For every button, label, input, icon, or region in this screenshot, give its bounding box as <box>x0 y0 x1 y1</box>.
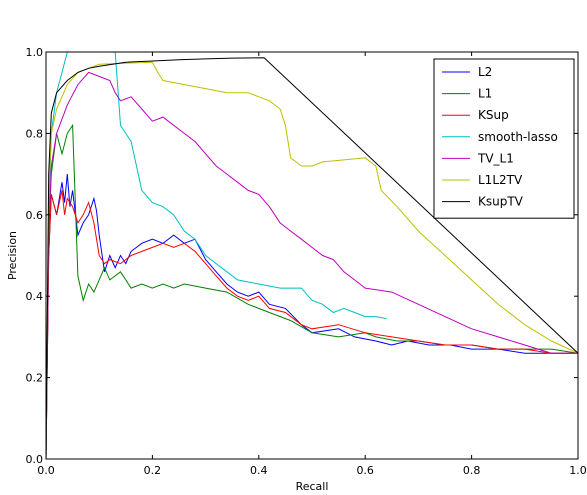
y-tick-label: 1.0 <box>26 46 44 59</box>
legend-label: KSup <box>478 108 509 122</box>
series-line-l2 <box>46 174 578 459</box>
y-tick-label: 0.4 <box>26 290 44 303</box>
plot-lines <box>46 52 578 459</box>
y-tick-label: 0.8 <box>26 127 44 140</box>
x-tick-label: 0.8 <box>463 464 481 477</box>
legend: L2 L1 KSup smooth-lasso TV_L1 L1L2TV KsupTV <box>433 58 575 219</box>
x-axis-label: Recall <box>296 480 329 493</box>
x-tick-label: 0.4 <box>250 464 268 477</box>
x-tick-label: 1.0 <box>569 464 587 477</box>
x-tick-label: 0.0 <box>37 464 55 477</box>
x-tick-label: 0.6 <box>356 464 374 477</box>
y-tick-label: 0.0 <box>26 453 44 466</box>
legend-label: L1 <box>478 87 492 101</box>
y-tick-label: 0.2 <box>26 372 44 385</box>
x-tick-label: 0.2 <box>144 464 162 477</box>
axis-ticks: 0.00.0 0.2 0.2 0.4 0.4 0.6 0.6 0.8 0.8 1.0 1.0 <box>26 46 587 477</box>
series-line-tv-l1 <box>46 71 578 459</box>
legend-label: TV_L1 <box>477 151 514 165</box>
legend-label: L1L2TV <box>478 173 523 187</box>
series-line-ksup <box>46 190 578 459</box>
y-axis-label: Precision <box>6 231 19 280</box>
legend-label: KsupTV <box>478 195 524 209</box>
legend-box <box>433 58 575 219</box>
axes-frame <box>45 51 579 460</box>
series-line-l1 <box>46 123 578 459</box>
series-line-smooth-lasso <box>46 52 387 459</box>
legend-label: L2 <box>478 65 492 79</box>
y-tick-label: 0.6 <box>26 209 44 222</box>
legend-label: smooth-lasso <box>478 130 558 144</box>
series-line-ksuptv <box>46 57 578 459</box>
